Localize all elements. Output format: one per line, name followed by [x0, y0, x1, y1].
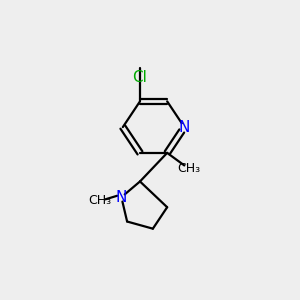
Text: CH₃: CH₃ [88, 194, 112, 207]
Text: N: N [116, 190, 127, 205]
Text: CH₃: CH₃ [177, 162, 200, 175]
Text: N: N [178, 120, 190, 135]
Text: Cl: Cl [133, 70, 147, 85]
